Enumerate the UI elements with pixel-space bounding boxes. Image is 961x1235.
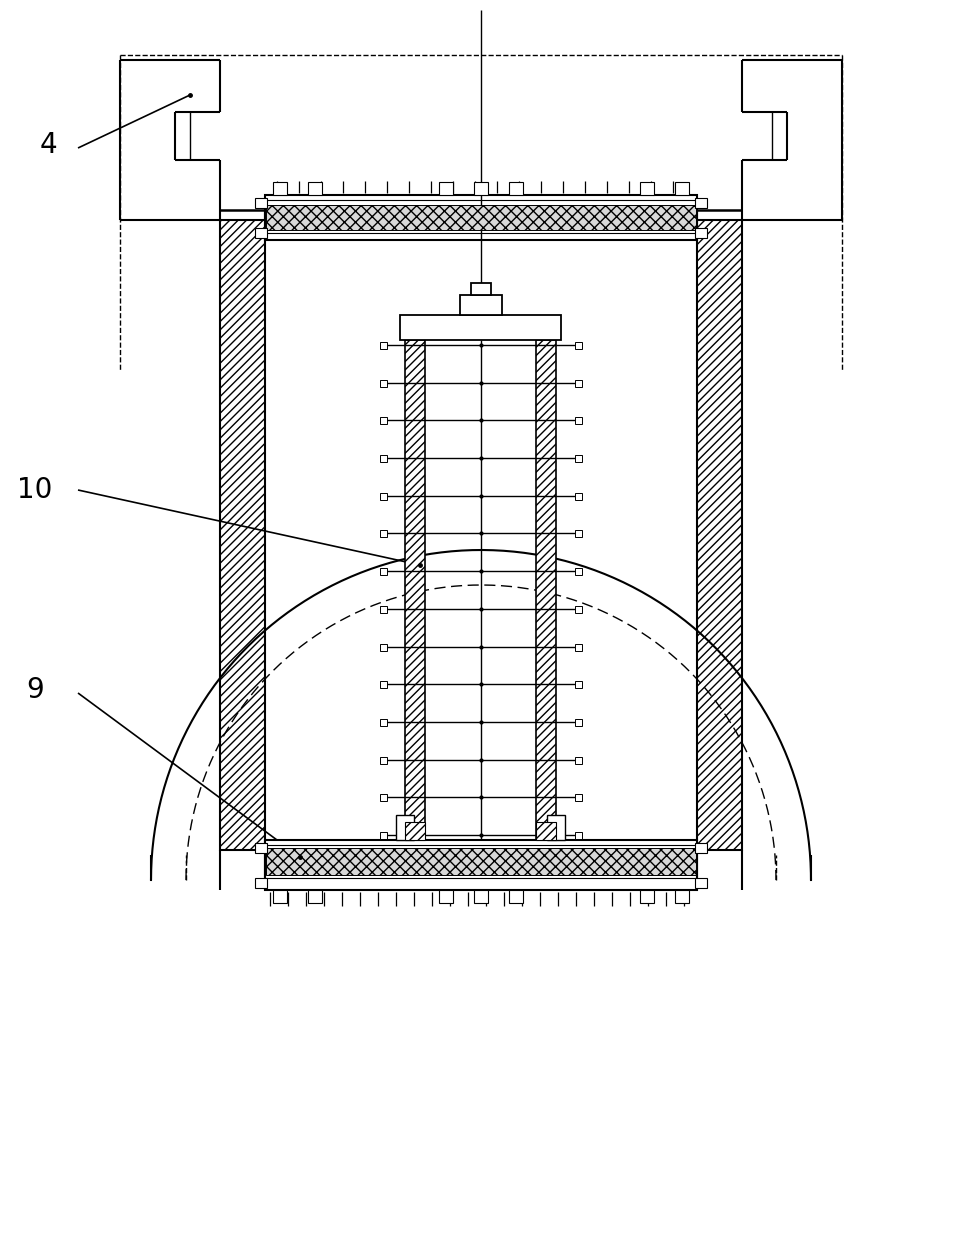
Bar [380, 643, 386, 651]
Bar [380, 493, 386, 500]
Bar [273, 890, 286, 903]
Bar [380, 417, 386, 425]
Bar [575, 832, 581, 839]
Bar [474, 182, 487, 195]
Bar [575, 757, 581, 763]
Bar [380, 379, 386, 387]
Bar [380, 757, 386, 763]
Bar [471, 283, 490, 295]
Bar [639, 890, 653, 903]
Bar [575, 454, 581, 462]
Bar [438, 182, 453, 195]
Bar [308, 890, 322, 903]
Bar [474, 890, 487, 903]
Bar [380, 531, 386, 537]
Bar [273, 182, 286, 195]
Bar [266, 205, 695, 230]
Text: 4: 4 [39, 131, 57, 159]
Bar [380, 719, 386, 726]
Bar [535, 340, 555, 840]
Bar [380, 342, 386, 350]
Bar [694, 844, 706, 853]
Bar [380, 832, 386, 839]
Bar [575, 643, 581, 651]
Bar [535, 823, 555, 840]
Bar [255, 844, 267, 853]
Bar [575, 606, 581, 613]
Bar [575, 342, 581, 350]
Bar [547, 815, 564, 840]
Text: 9: 9 [26, 676, 44, 704]
Bar [575, 493, 581, 500]
Bar [575, 719, 581, 726]
Bar [697, 220, 741, 850]
Bar [266, 848, 695, 876]
Bar [694, 878, 706, 888]
Bar [508, 182, 523, 195]
Bar [508, 890, 523, 903]
Bar [400, 315, 560, 340]
Bar [308, 182, 322, 195]
Bar [575, 568, 581, 576]
Bar [380, 454, 386, 462]
Bar [575, 379, 581, 387]
Bar [255, 198, 267, 207]
Bar [255, 878, 267, 888]
Bar [380, 794, 386, 802]
Bar [639, 182, 653, 195]
Bar [396, 815, 413, 840]
Bar [405, 340, 425, 840]
Bar [694, 228, 706, 238]
Bar [694, 198, 706, 207]
Bar [380, 568, 386, 576]
Bar [264, 840, 697, 890]
Text: 10: 10 [17, 475, 53, 504]
Bar [575, 682, 581, 688]
Bar [380, 606, 386, 613]
Bar [575, 794, 581, 802]
Bar [575, 417, 581, 425]
Bar [575, 531, 581, 537]
Bar [220, 220, 264, 850]
Bar [459, 295, 502, 315]
Bar [675, 890, 688, 903]
Bar [675, 182, 688, 195]
Bar [264, 195, 697, 240]
Bar [438, 890, 453, 903]
Bar [255, 228, 267, 238]
Bar [380, 682, 386, 688]
Bar [405, 823, 425, 840]
